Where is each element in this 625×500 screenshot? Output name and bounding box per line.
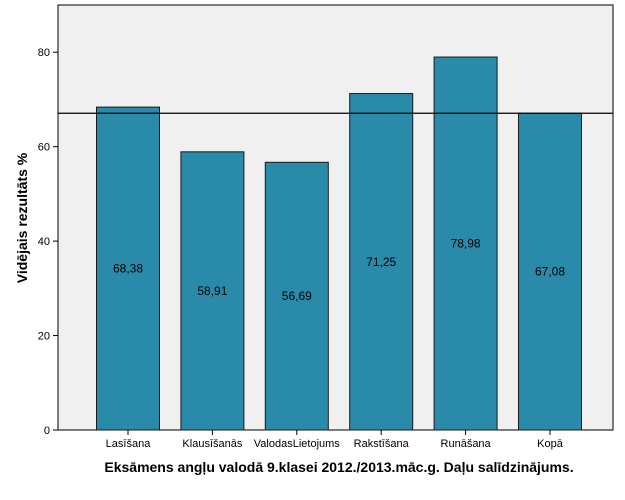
x-tick-label: Kopā [537, 438, 564, 450]
x-axis-title: Eksāmens angļu valodā 9.klasei 2012./201… [104, 459, 573, 475]
y-tick-label: 20 [38, 331, 50, 343]
y-tick-label: 40 [38, 236, 50, 248]
x-tick-label: Lasīšana [106, 438, 152, 450]
bar [518, 112, 582, 431]
y-tick-label: 80 [38, 47, 50, 59]
x-tick-label: Klausīšanās [182, 438, 242, 450]
y-axis-title: Vidējais rezultāts % [14, 152, 30, 283]
bar-data-label: 78,98 [451, 237, 481, 251]
bar-series: 68,38 58,91 56,69 71,25 78,98 67,08 [96, 56, 582, 431]
bar [180, 151, 245, 431]
bar-data-label: 56,69 [282, 289, 312, 303]
x-axis: Lasīšana Klausīšanās ValodasLietojums Rakst… [106, 430, 564, 450]
y-tick-label: 0 [44, 425, 50, 437]
bar [349, 93, 414, 431]
x-tick-label: Rakstīšana [354, 438, 410, 450]
y-axis: 0 20 40 60 80 [38, 47, 58, 437]
x-tick-label: Runāšana [441, 438, 492, 450]
x-tick-label: ValodasLietojums [254, 438, 341, 450]
bar-data-label: 67,08 [535, 265, 565, 279]
bar-data-label: 71,25 [366, 255, 396, 269]
y-tick-label: 60 [38, 142, 50, 154]
bar [264, 161, 329, 431]
bar-data-label: 58,91 [197, 284, 227, 298]
bar [433, 56, 498, 431]
bar-data-label: 68,38 [113, 262, 143, 276]
